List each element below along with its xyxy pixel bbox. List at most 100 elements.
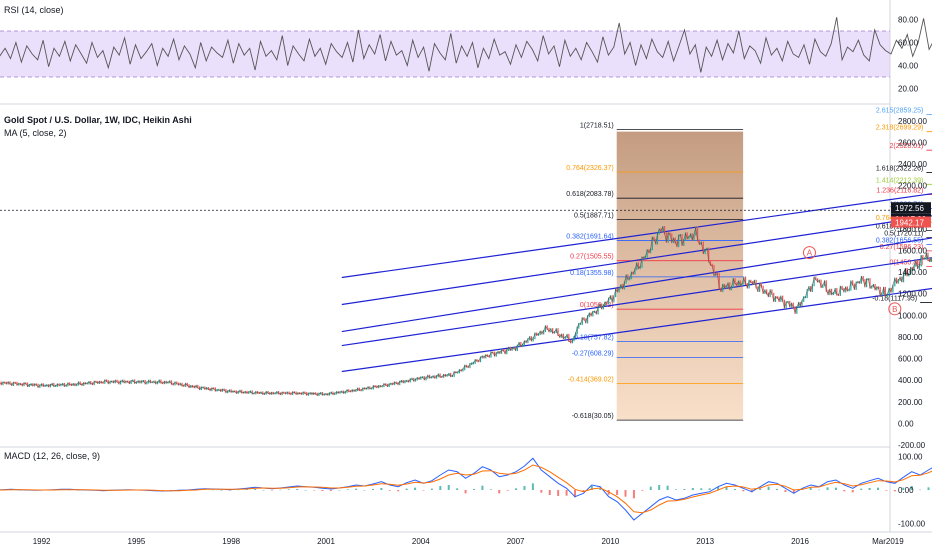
fib-level-label: -0.27(608.29) xyxy=(572,351,614,358)
macd-histogram-bar xyxy=(288,489,290,490)
macd-histogram-bar xyxy=(389,490,391,491)
macd-histogram-bar xyxy=(650,487,652,490)
time-axis-label: 1992 xyxy=(33,537,51,546)
symbol-title[interactable]: Gold Spot / U.S. Dollar, 1W, IDC, Heikin… xyxy=(4,115,192,125)
macd-histogram-bar xyxy=(860,489,862,490)
price-tick-label: 1200.00 xyxy=(898,290,927,299)
price-tick-label: 200.00 xyxy=(898,398,923,407)
macd-histogram-bar xyxy=(279,490,281,491)
time-axis-label: 2007 xyxy=(507,537,525,546)
fib-level-label: 0.27(1505.55) xyxy=(570,254,614,261)
macd-histogram-bar xyxy=(919,490,921,491)
macd-histogram-bar xyxy=(397,490,399,491)
price-tick-label: 2600.00 xyxy=(898,138,927,147)
time-axis-label: Mar xyxy=(872,537,886,546)
fib-level-label: 0.764(2326.37) xyxy=(566,165,613,172)
macd-histogram-bar xyxy=(498,490,500,493)
macd-histogram-bar xyxy=(220,490,222,491)
macd-histogram-bar xyxy=(869,488,871,490)
macd-tick-label: -100.00 xyxy=(898,519,926,528)
macd-histogram-bar xyxy=(810,488,812,490)
ma-title[interactable]: MA (5, close, 2) xyxy=(4,128,67,138)
rsi-pane-title[interactable]: RSI (14, close) xyxy=(4,5,64,15)
macd-histogram-bar xyxy=(641,490,643,491)
time-axis-label: 2001 xyxy=(317,537,335,546)
macd-tick-label: 0.00 xyxy=(898,486,914,495)
fib-level-label: 0.18(1355.98) xyxy=(570,270,614,277)
time-axis-label: 1995 xyxy=(128,537,146,546)
rsi-label: RSI (14, close) xyxy=(4,5,64,15)
macd-histogram-bar xyxy=(675,489,677,490)
macd-histogram-bar xyxy=(254,489,256,490)
macd-histogram-bar xyxy=(616,490,618,495)
price-tick-label: 800.00 xyxy=(898,333,923,342)
macd-histogram-bar xyxy=(473,489,475,490)
price-tick-label: 0.00 xyxy=(898,419,914,428)
macd-tick-label: 100.00 xyxy=(898,453,923,462)
candle xyxy=(23,382,24,386)
macd-label: MACD (12, 26, close, 9) xyxy=(4,451,100,461)
macd-histogram-bar xyxy=(481,486,483,490)
macd-histogram-bar xyxy=(364,490,366,491)
macd-pane-title[interactable]: MACD (12, 26, close, 9) xyxy=(4,451,100,461)
macd-histogram-bar xyxy=(338,490,340,491)
macd-histogram-bar xyxy=(827,487,829,490)
macd-histogram-bar xyxy=(355,489,357,490)
candle xyxy=(383,383,384,387)
macd-histogram-bar xyxy=(734,489,736,490)
wave-label: B xyxy=(892,305,897,314)
ma-label: MA (5, close, 2) xyxy=(4,128,67,138)
macd-histogram-bar xyxy=(759,489,761,490)
macd-histogram-bar xyxy=(330,490,332,491)
macd-histogram-bar xyxy=(431,489,433,490)
macd-histogram-bar xyxy=(406,489,408,490)
macd-histogram-bar xyxy=(439,486,441,490)
macd-histogram-bar xyxy=(263,490,265,491)
shaded-region xyxy=(617,132,743,421)
macd-histogram-bar xyxy=(490,489,492,490)
price-tick-label: 1000.00 xyxy=(898,311,927,320)
price-tick-label: 400.00 xyxy=(898,376,923,385)
macd-histogram-bar xyxy=(271,490,273,491)
macd-histogram-bar xyxy=(372,489,374,490)
macd-histogram-bar xyxy=(784,490,786,492)
macd-histogram-bar xyxy=(692,488,694,490)
symbol-label: Gold Spot / U.S. Dollar, 1W, IDC, Heikin… xyxy=(4,115,192,125)
macd-histogram-bar xyxy=(658,485,660,490)
price-tick-label: 600.00 xyxy=(898,355,923,364)
macd-histogram-bar xyxy=(448,485,450,490)
last-price-value: 1972.56 xyxy=(895,204,924,213)
macd-histogram-bar xyxy=(894,490,896,491)
macd-histogram-bar xyxy=(456,488,458,490)
candle xyxy=(215,387,216,391)
macd-histogram-bar xyxy=(843,490,845,491)
signal-line xyxy=(0,463,932,512)
macd-histogram-bar xyxy=(625,490,627,497)
fib-level-label: 2.615(2859.25) xyxy=(876,107,923,114)
macd-histogram-bar xyxy=(709,488,711,490)
macd-histogram-bar xyxy=(852,490,854,492)
macd-histogram-bar xyxy=(540,490,542,493)
ma-price-value: 1942.17 xyxy=(895,219,924,228)
time-axis-label: 2013 xyxy=(696,537,714,546)
macd-histogram-bar xyxy=(549,490,551,495)
macd-histogram-bar xyxy=(414,488,416,490)
candle xyxy=(134,379,135,383)
price-tick-label: 2400.00 xyxy=(898,160,927,169)
macd-histogram-bar xyxy=(667,486,669,490)
macd-histogram-bar xyxy=(305,490,307,491)
rsi-tick-label: 80.00 xyxy=(898,16,919,25)
fib-level-label: 0.5(1887.71) xyxy=(574,212,614,219)
macd-histogram-bar xyxy=(700,488,702,490)
macd-histogram-bar xyxy=(557,490,559,496)
price-tick-label: 2200.00 xyxy=(898,182,927,191)
macd-histogram-bar xyxy=(818,490,820,491)
time-axis-label: 2016 xyxy=(791,537,809,546)
fib-level-label: -0.618(30.05) xyxy=(572,413,614,420)
macd-histogram-bar xyxy=(768,487,770,490)
macd-histogram-bar xyxy=(776,489,778,490)
macd-histogram-bar xyxy=(465,490,467,493)
candle xyxy=(450,373,451,377)
